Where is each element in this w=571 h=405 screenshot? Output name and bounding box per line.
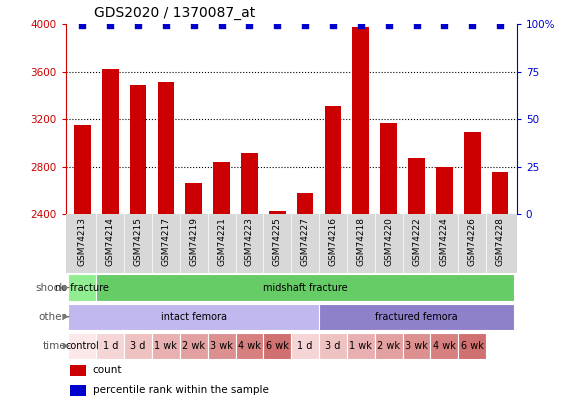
Bar bbox=[459, 333, 486, 359]
Bar bbox=[96, 333, 124, 359]
Bar bbox=[375, 333, 403, 359]
Text: 1 wk: 1 wk bbox=[349, 341, 372, 351]
Text: 1 d: 1 d bbox=[297, 341, 313, 351]
Text: 6 wk: 6 wk bbox=[461, 341, 484, 351]
Bar bbox=[69, 304, 319, 330]
Text: GSM74225: GSM74225 bbox=[273, 217, 282, 266]
Text: GSM74219: GSM74219 bbox=[189, 217, 198, 266]
Text: GSM74223: GSM74223 bbox=[245, 217, 254, 266]
Text: percentile rank within the sample: percentile rank within the sample bbox=[93, 386, 268, 395]
Bar bbox=[263, 333, 291, 359]
Bar bbox=[269, 211, 286, 214]
Text: GSM74220: GSM74220 bbox=[384, 217, 393, 266]
Bar bbox=[403, 333, 431, 359]
Text: GDS2020 / 1370087_at: GDS2020 / 1370087_at bbox=[94, 6, 255, 20]
Bar bbox=[102, 69, 119, 214]
Text: 2 wk: 2 wk bbox=[182, 341, 205, 351]
Text: no fracture: no fracture bbox=[55, 283, 109, 292]
Point bbox=[412, 22, 421, 29]
Bar bbox=[319, 333, 347, 359]
Bar bbox=[74, 125, 91, 214]
Bar bbox=[70, 364, 86, 376]
Point bbox=[245, 22, 254, 29]
Point bbox=[384, 22, 393, 29]
Text: GSM74224: GSM74224 bbox=[440, 217, 449, 266]
Bar bbox=[213, 162, 230, 214]
Point bbox=[106, 22, 115, 29]
Bar bbox=[325, 106, 341, 214]
Text: 3 d: 3 d bbox=[325, 341, 341, 351]
Bar bbox=[436, 167, 453, 214]
Point bbox=[217, 22, 226, 29]
Bar bbox=[69, 333, 96, 359]
Point bbox=[468, 22, 477, 29]
Text: GSM74227: GSM74227 bbox=[301, 217, 309, 266]
Text: 1 d: 1 d bbox=[103, 341, 118, 351]
Bar bbox=[347, 333, 375, 359]
Point bbox=[300, 22, 309, 29]
Text: GSM74214: GSM74214 bbox=[106, 217, 115, 266]
Text: GSM74217: GSM74217 bbox=[162, 217, 170, 266]
Bar bbox=[319, 304, 514, 330]
Bar bbox=[180, 333, 208, 359]
Point bbox=[440, 22, 449, 29]
Bar bbox=[352, 27, 369, 214]
Text: GSM74226: GSM74226 bbox=[468, 217, 477, 266]
Bar bbox=[291, 333, 319, 359]
Text: GSM74222: GSM74222 bbox=[412, 217, 421, 266]
Text: 3 wk: 3 wk bbox=[405, 341, 428, 351]
Bar bbox=[492, 171, 508, 214]
Text: 3 wk: 3 wk bbox=[210, 341, 233, 351]
Bar bbox=[70, 385, 86, 396]
Bar bbox=[152, 333, 180, 359]
Bar bbox=[297, 193, 313, 214]
Text: shock: shock bbox=[36, 283, 66, 292]
Text: 1 wk: 1 wk bbox=[155, 341, 178, 351]
Point bbox=[189, 22, 198, 29]
Bar bbox=[124, 333, 152, 359]
Bar bbox=[408, 158, 425, 214]
Text: other: other bbox=[38, 312, 66, 322]
Text: control: control bbox=[66, 341, 99, 351]
Point bbox=[328, 22, 337, 29]
Text: GSM74218: GSM74218 bbox=[356, 217, 365, 266]
Bar bbox=[186, 183, 202, 214]
Point bbox=[162, 22, 171, 29]
Bar bbox=[464, 132, 481, 214]
Bar bbox=[208, 333, 235, 359]
Text: count: count bbox=[93, 365, 122, 375]
Bar bbox=[69, 275, 96, 301]
Bar bbox=[235, 333, 263, 359]
Text: 4 wk: 4 wk bbox=[238, 341, 261, 351]
Text: GSM74213: GSM74213 bbox=[78, 217, 87, 266]
Text: intact femora: intact femora bbox=[161, 312, 227, 322]
Bar bbox=[431, 333, 459, 359]
Bar bbox=[130, 85, 146, 214]
Text: 4 wk: 4 wk bbox=[433, 341, 456, 351]
Text: GSM74228: GSM74228 bbox=[496, 217, 505, 266]
Text: GSM74221: GSM74221 bbox=[217, 217, 226, 266]
Bar bbox=[158, 83, 174, 214]
Point bbox=[134, 22, 143, 29]
Point bbox=[273, 22, 282, 29]
Text: GSM74215: GSM74215 bbox=[134, 217, 143, 266]
Bar bbox=[380, 123, 397, 214]
Point bbox=[356, 22, 365, 29]
Text: 2 wk: 2 wk bbox=[377, 341, 400, 351]
Text: fractured femora: fractured femora bbox=[375, 312, 458, 322]
Bar bbox=[241, 153, 258, 214]
Text: time: time bbox=[43, 341, 66, 351]
Text: midshaft fracture: midshaft fracture bbox=[263, 283, 347, 292]
Point bbox=[496, 22, 505, 29]
Point bbox=[78, 22, 87, 29]
Text: 6 wk: 6 wk bbox=[266, 341, 289, 351]
Text: 3 d: 3 d bbox=[130, 341, 146, 351]
Text: GSM74216: GSM74216 bbox=[328, 217, 337, 266]
